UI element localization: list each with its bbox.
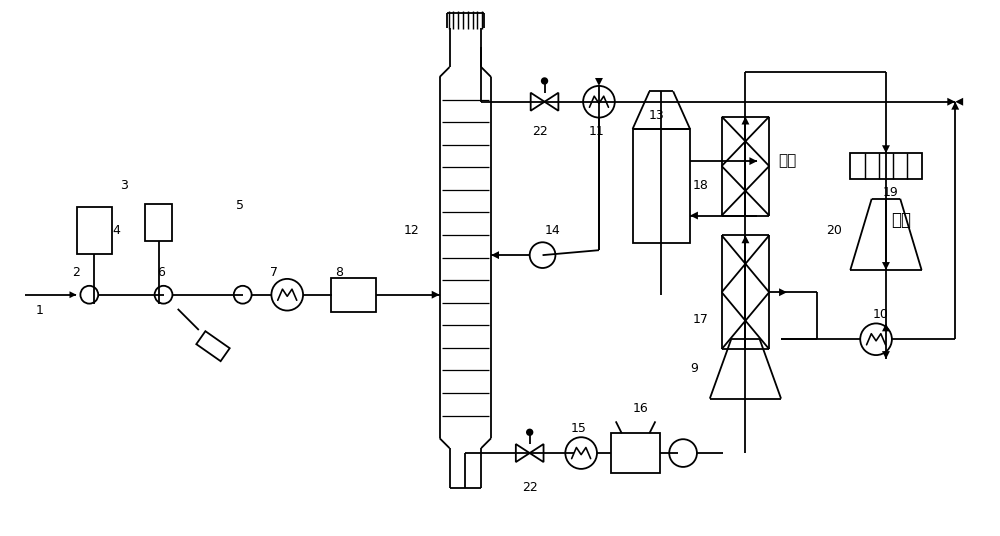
Text: 6: 6 bbox=[158, 266, 165, 279]
Text: 17: 17 bbox=[693, 313, 709, 326]
Polygon shape bbox=[196, 331, 230, 361]
Bar bbox=[633, 129, 690, 243]
Polygon shape bbox=[882, 323, 890, 331]
Text: 16: 16 bbox=[633, 402, 648, 415]
Text: 15: 15 bbox=[570, 422, 586, 435]
Text: 20: 20 bbox=[827, 224, 842, 237]
Circle shape bbox=[527, 429, 532, 435]
Text: 5: 5 bbox=[236, 199, 244, 212]
Text: 22: 22 bbox=[522, 481, 538, 494]
Circle shape bbox=[271, 279, 303, 310]
Polygon shape bbox=[947, 98, 955, 106]
Text: 3: 3 bbox=[120, 180, 128, 192]
Circle shape bbox=[565, 437, 597, 469]
Text: 1: 1 bbox=[36, 304, 44, 317]
Circle shape bbox=[80, 286, 98, 303]
Polygon shape bbox=[741, 235, 749, 243]
Bar bbox=[611, 433, 660, 473]
Polygon shape bbox=[531, 93, 545, 111]
Polygon shape bbox=[491, 251, 499, 259]
Text: 9: 9 bbox=[690, 362, 698, 375]
Bar bbox=[145, 204, 172, 241]
Text: 4: 4 bbox=[112, 224, 120, 237]
Text: 12: 12 bbox=[404, 224, 420, 237]
Circle shape bbox=[860, 323, 892, 355]
Text: 8: 8 bbox=[335, 266, 343, 279]
Bar bbox=[850, 153, 922, 179]
Circle shape bbox=[583, 86, 615, 117]
Circle shape bbox=[155, 286, 172, 303]
Polygon shape bbox=[70, 291, 76, 298]
Polygon shape bbox=[690, 212, 698, 220]
Circle shape bbox=[669, 439, 697, 467]
Polygon shape bbox=[749, 157, 757, 165]
Text: 18: 18 bbox=[693, 180, 709, 192]
Polygon shape bbox=[882, 262, 890, 270]
Polygon shape bbox=[530, 444, 544, 462]
Circle shape bbox=[542, 78, 547, 84]
Text: 19: 19 bbox=[883, 187, 899, 199]
Polygon shape bbox=[432, 291, 440, 299]
Polygon shape bbox=[595, 78, 603, 86]
Bar bbox=[331, 278, 376, 311]
Text: 11: 11 bbox=[589, 125, 605, 138]
Text: 10: 10 bbox=[873, 308, 889, 321]
Polygon shape bbox=[882, 351, 890, 359]
Circle shape bbox=[530, 242, 555, 268]
Text: 水相: 水相 bbox=[778, 154, 796, 169]
Text: 13: 13 bbox=[648, 109, 664, 122]
Polygon shape bbox=[951, 102, 959, 110]
Polygon shape bbox=[545, 93, 558, 111]
Text: 14: 14 bbox=[545, 224, 560, 237]
Polygon shape bbox=[779, 288, 787, 296]
Bar bbox=[77, 207, 112, 254]
Text: 糠醛: 糠醛 bbox=[891, 212, 911, 229]
Text: 2: 2 bbox=[72, 266, 80, 279]
Polygon shape bbox=[741, 117, 749, 124]
Polygon shape bbox=[516, 444, 530, 462]
Text: 7: 7 bbox=[270, 266, 278, 279]
Circle shape bbox=[234, 286, 252, 303]
Text: 22: 22 bbox=[532, 125, 547, 138]
Polygon shape bbox=[955, 98, 963, 106]
Polygon shape bbox=[882, 145, 890, 153]
